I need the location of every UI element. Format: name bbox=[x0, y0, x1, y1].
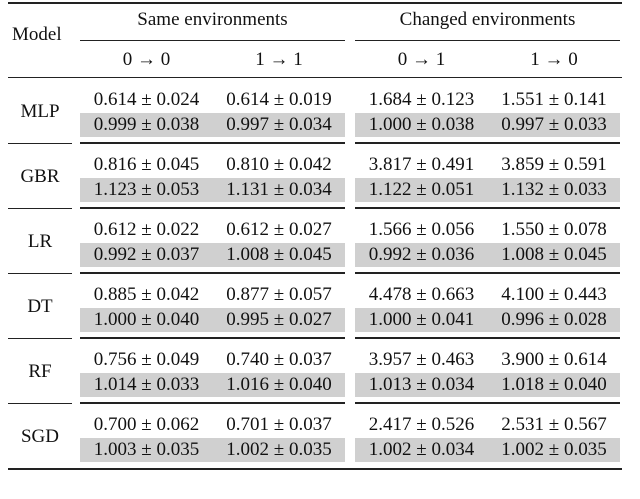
table-cell: 0.816 ± 0.045 bbox=[93, 154, 200, 175]
table-cell: 0.999 ± 0.038 bbox=[93, 114, 200, 135]
model-name: DT bbox=[27, 296, 53, 317]
shaded-row-bg-changed bbox=[355, 113, 620, 137]
table-cell: 0.614 ± 0.019 bbox=[226, 89, 332, 110]
table-cell: 0.701 ± 0.037 bbox=[226, 414, 332, 435]
table-cell: 3.957 ± 0.463 bbox=[368, 349, 475, 370]
shaded-row-bg-same bbox=[80, 113, 345, 137]
table-cell: 0.996 ± 0.028 bbox=[501, 309, 607, 330]
table-cell: 1.003 ± 0.035 bbox=[93, 439, 200, 460]
table-cell: 1.122 ± 0.051 bbox=[368, 179, 475, 200]
header-model: Model bbox=[12, 24, 62, 45]
table-cell: 0.614 ± 0.024 bbox=[93, 89, 200, 110]
shaded-row-bg-same bbox=[80, 308, 345, 332]
block-rule-model bbox=[8, 143, 72, 144]
table-cell: 1.002 ± 0.035 bbox=[501, 439, 607, 460]
table-cell: 1.014 ± 0.033 bbox=[93, 374, 200, 395]
top-rule bbox=[8, 2, 622, 4]
table-cell: 1.018 ± 0.040 bbox=[501, 374, 607, 395]
shaded-row-bg-same bbox=[80, 243, 345, 267]
table-cell: 0.997 ± 0.033 bbox=[501, 114, 607, 135]
table-cell: 2.417 ± 0.526 bbox=[368, 414, 475, 435]
group-rule-changed bbox=[355, 40, 620, 41]
table-cell: 3.859 ± 0.591 bbox=[501, 154, 607, 175]
block-rule-changed bbox=[355, 337, 620, 339]
shaded-row-bg-same bbox=[80, 438, 345, 462]
table-cell: 0.995 ± 0.027 bbox=[226, 309, 332, 330]
group-rule-same bbox=[80, 40, 345, 41]
block-rule-model bbox=[8, 338, 72, 339]
shaded-row-bg-changed bbox=[355, 308, 620, 332]
shaded-row-bg-changed bbox=[355, 438, 620, 462]
table-cell: 1.684 ± 0.123 bbox=[368, 89, 475, 110]
table-cell: 1.551 ± 0.141 bbox=[501, 89, 607, 110]
model-name: MLP bbox=[20, 101, 60, 122]
table-cell: 1.550 ± 0.078 bbox=[501, 219, 607, 240]
header-group-changed: Changed environments bbox=[399, 9, 576, 30]
table-cell: 1.008 ± 0.045 bbox=[226, 244, 332, 265]
shaded-row-bg-same bbox=[80, 178, 345, 202]
table-cell: 1.000 ± 0.038 bbox=[368, 114, 475, 135]
table-cell: 1.566 ± 0.056 bbox=[368, 219, 475, 240]
table-cell: 3.900 ± 0.614 bbox=[501, 349, 607, 370]
block-rule-model bbox=[8, 273, 72, 274]
shaded-row-bg-same bbox=[80, 373, 345, 397]
block-rule-changed bbox=[355, 272, 620, 274]
table-cell: 1.132 ± 0.033 bbox=[501, 179, 607, 200]
table-cell: 1.002 ± 0.034 bbox=[368, 439, 475, 460]
model-name: GBR bbox=[20, 166, 60, 187]
table-cell: 1.016 ± 0.040 bbox=[226, 374, 332, 395]
bottom-rule bbox=[8, 468, 622, 470]
shaded-row-bg-changed bbox=[355, 178, 620, 202]
block-rule-changed bbox=[355, 207, 620, 209]
table-cell: 3.817 ± 0.491 bbox=[368, 154, 475, 175]
block-rule-changed bbox=[355, 402, 620, 404]
table-cell: 1.123 ± 0.053 bbox=[93, 179, 200, 200]
block-rule-same bbox=[80, 337, 345, 339]
table-cell: 0.810 ± 0.042 bbox=[226, 154, 332, 175]
table-cell: 2.531 ± 0.567 bbox=[501, 414, 607, 435]
header-group-same: Same environments bbox=[137, 9, 288, 30]
table-cell: 0.997 ± 0.034 bbox=[226, 114, 332, 135]
block-rule-same bbox=[80, 142, 345, 144]
table-cell: 1.008 ± 0.045 bbox=[501, 244, 607, 265]
table-cell: 1.000 ± 0.041 bbox=[368, 309, 475, 330]
table-cell: 0.612 ± 0.022 bbox=[93, 219, 200, 240]
header-rule bbox=[8, 77, 622, 78]
block-rule-changed bbox=[355, 142, 620, 144]
model-name: RF bbox=[28, 361, 52, 382]
model-name: LR bbox=[27, 231, 53, 252]
table-cell: 4.100 ± 0.443 bbox=[501, 284, 607, 305]
table-cell: 0.877 ± 0.057 bbox=[226, 284, 332, 305]
model-name: SGD bbox=[20, 426, 59, 447]
block-rule-model bbox=[8, 403, 72, 404]
table-cell: 4.478 ± 0.663 bbox=[368, 284, 475, 305]
header-col-0-1: 0 → 1 bbox=[397, 49, 446, 70]
table-cell: 1.013 ± 0.034 bbox=[368, 374, 475, 395]
table-cell: 0.992 ± 0.036 bbox=[368, 244, 475, 265]
header-col-1-1: 1 → 1 bbox=[255, 49, 303, 70]
table-cell: 0.612 ± 0.027 bbox=[226, 219, 332, 240]
block-rule-model bbox=[8, 208, 72, 209]
shaded-row-bg-changed bbox=[355, 373, 620, 397]
table-cell: 1.000 ± 0.040 bbox=[93, 309, 200, 330]
table-cell: 0.992 ± 0.037 bbox=[93, 244, 200, 265]
shaded-row-bg-changed bbox=[355, 243, 620, 267]
table-cell: 1.131 ± 0.034 bbox=[226, 179, 332, 200]
table-cell: 0.740 ± 0.037 bbox=[226, 349, 332, 370]
header-col-0-0: 0 → 0 bbox=[122, 49, 171, 70]
block-rule-same bbox=[80, 272, 345, 274]
table-cell: 0.700 ± 0.062 bbox=[93, 414, 200, 435]
table-cell: 0.756 ± 0.049 bbox=[93, 349, 200, 370]
header-col-1-0: 1 → 0 bbox=[530, 49, 578, 70]
table-cell: 1.002 ± 0.035 bbox=[226, 439, 332, 460]
block-rule-same bbox=[80, 402, 345, 404]
block-rule-same bbox=[80, 207, 345, 209]
table-cell: 0.885 ± 0.042 bbox=[93, 284, 200, 305]
